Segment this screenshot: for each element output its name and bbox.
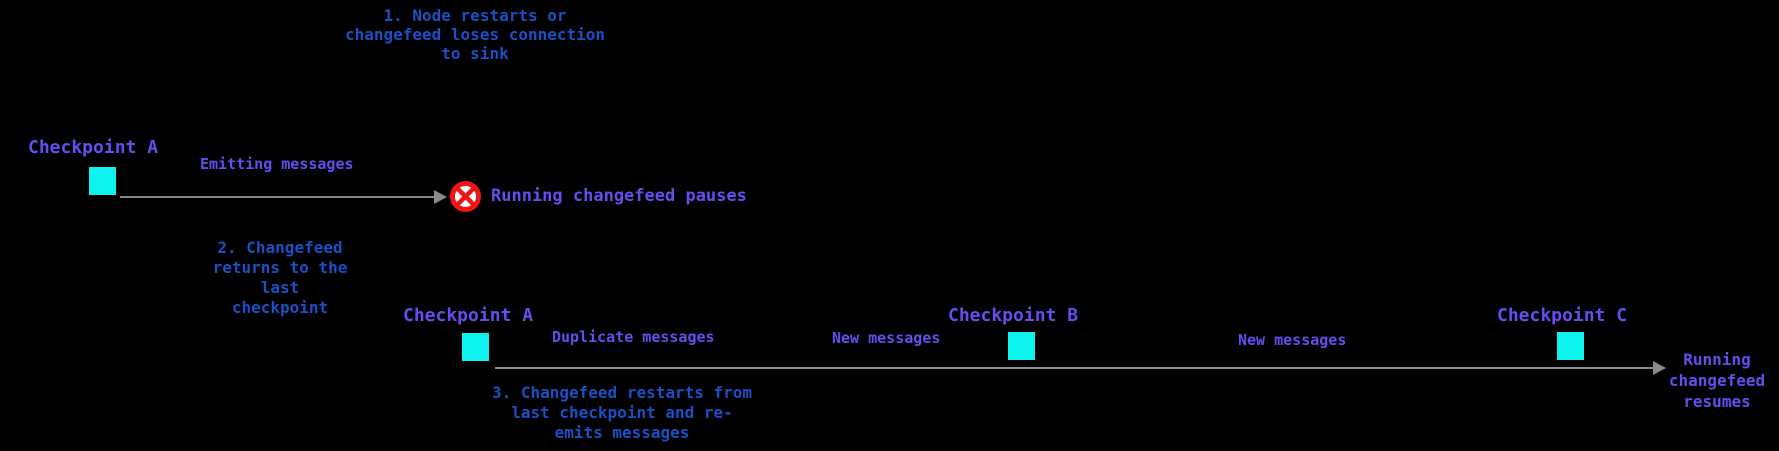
resume-arrow-line: [495, 367, 1654, 369]
note-step-1: 1. Node restarts or changefeed loses con…: [344, 6, 606, 63]
checkpoint-b-marker: [1008, 332, 1035, 360]
checkpoint-a-label-top: Checkpoint A: [28, 137, 159, 158]
note-step-3: 3. Changefeed restarts from last checkpo…: [491, 383, 753, 442]
checkpoint-a-marker-top: [89, 167, 116, 195]
resume-arrowhead-icon: [1653, 361, 1666, 375]
pause-crossed-circle-icon: [450, 181, 481, 212]
duplicate-messages-label: Duplicate messages: [552, 328, 715, 346]
running-changefeed-pauses-label: Running changefeed pauses: [491, 186, 747, 206]
note-step-2: 2. Changefeed returns to the last checkp…: [212, 238, 348, 317]
checkpoint-a-label-bottom: Checkpoint A: [403, 305, 534, 326]
checkpoint-a-marker-bottom: [462, 333, 489, 361]
checkpoint-c-label: Checkpoint C: [1497, 305, 1628, 326]
checkpoint-c-marker: [1557, 332, 1584, 360]
emitting-messages-label: Emitting messages: [200, 155, 354, 173]
running-changefeed-resumes-label: Running changefeed resumes: [1668, 350, 1766, 411]
new-messages-label-1: New messages: [832, 329, 941, 347]
checkpoint-b-label: Checkpoint B: [948, 305, 1079, 326]
emitting-arrow-line: [120, 196, 436, 198]
emitting-arrowhead-icon: [434, 190, 447, 204]
new-messages-label-2: New messages: [1238, 331, 1347, 349]
